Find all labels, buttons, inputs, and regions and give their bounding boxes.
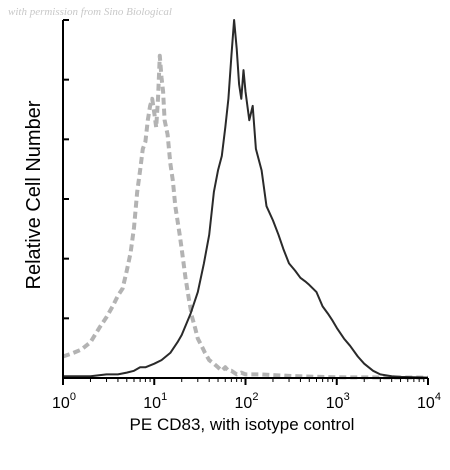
x-tick-label: 104 [417, 391, 441, 412]
x-tick-label: 103 [326, 391, 350, 412]
series-line-isotype-control [62, 53, 429, 380]
x-tick-label-base: 10 [326, 395, 344, 412]
x-tick-label: 102 [235, 391, 259, 412]
axes-group [62, 20, 428, 379]
x-tick-label: 101 [143, 391, 167, 412]
y-axis-label: Relative Cell Number [23, 100, 45, 289]
x-tick-label-exponent: 0 [70, 391, 76, 403]
x-tick-label-exponent: 4 [435, 391, 441, 403]
x-tick-label-base: 10 [143, 395, 161, 412]
x-tick-label-base: 10 [52, 395, 70, 412]
x-axis-label: PE CD83, with isotype control [130, 415, 355, 434]
x-tick-label-base: 10 [417, 395, 435, 412]
series-line-CD83-PE [63, 19, 429, 379]
x-tick-label-exponent: 2 [252, 391, 258, 403]
x-tick-label-exponent: 3 [344, 391, 350, 403]
ticks-group: 100 101 102 103 104 [52, 19, 441, 412]
x-tick-label: 100 [52, 391, 76, 412]
x-tick-label-exponent: 1 [161, 391, 167, 403]
plot-series-group [62, 19, 429, 380]
x-tick-label-base: 10 [235, 395, 253, 412]
watermark-text: with permission from Sino Biological [8, 6, 172, 18]
